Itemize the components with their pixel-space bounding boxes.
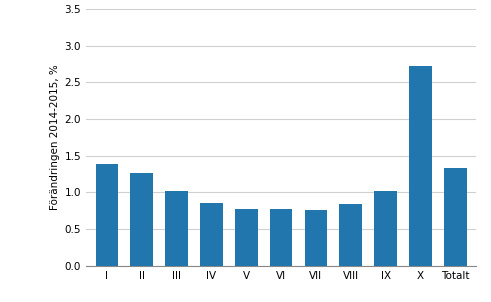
Bar bbox=[131, 173, 153, 266]
Bar bbox=[200, 203, 223, 266]
Bar bbox=[165, 191, 188, 266]
Bar bbox=[235, 209, 258, 266]
Bar bbox=[444, 168, 466, 266]
Bar bbox=[339, 204, 362, 266]
Bar bbox=[409, 66, 432, 266]
Bar bbox=[96, 164, 118, 266]
Bar bbox=[270, 209, 293, 266]
Y-axis label: Förändringen 2014-2015, %: Förändringen 2014-2015, % bbox=[50, 65, 60, 210]
Bar bbox=[374, 191, 397, 266]
Bar bbox=[304, 210, 327, 266]
